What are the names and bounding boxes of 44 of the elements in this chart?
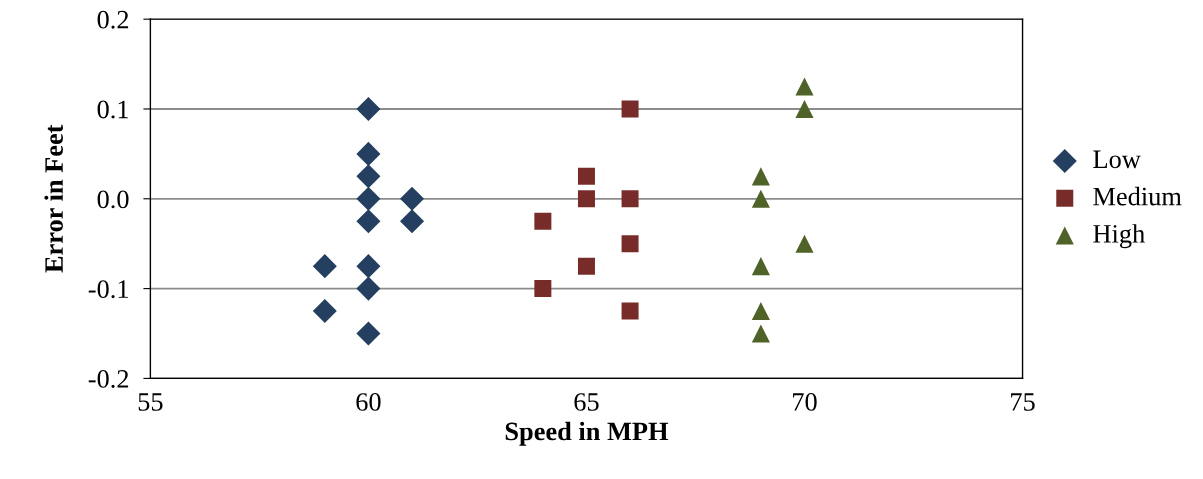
point — [577, 167, 595, 185]
point — [621, 100, 639, 118]
point — [312, 254, 337, 279]
y-tick-label: 0.1 — [97, 100, 128, 119]
x-tick-label: 55 — [138, 393, 163, 411]
point — [312, 299, 337, 324]
point — [751, 302, 770, 321]
point — [751, 257, 770, 276]
point — [356, 96, 381, 121]
point — [795, 77, 814, 96]
point — [577, 190, 595, 208]
point — [795, 234, 814, 253]
point — [577, 257, 595, 275]
point — [795, 99, 814, 119]
point — [356, 276, 381, 301]
point — [534, 212, 552, 230]
point — [356, 164, 381, 189]
legend-label: Medium — [1093, 186, 1182, 206]
point — [356, 209, 381, 234]
point — [751, 167, 770, 186]
point — [751, 189, 770, 208]
y-tick-label: -0.1 — [88, 280, 128, 299]
point — [400, 186, 425, 211]
x-tick-label: 70 — [793, 393, 817, 411]
legend-label: High — [1093, 224, 1145, 249]
point — [534, 280, 552, 298]
legend-label: Low — [1093, 150, 1141, 169]
y-tick-label: -0.2 — [88, 370, 129, 388]
point — [621, 190, 639, 208]
y-tick-label: 0.2 — [97, 10, 129, 29]
x-tick-label: 75 — [1011, 393, 1035, 411]
y-tick-label: 0.0 — [97, 190, 129, 209]
point — [356, 321, 381, 346]
point — [400, 209, 425, 234]
point — [751, 324, 770, 343]
point — [356, 141, 381, 166]
x-axis-title: Speed in MPH — [505, 421, 669, 446]
point — [356, 254, 381, 279]
point — [621, 302, 639, 320]
x-tick-label: 60 — [356, 393, 381, 411]
x-tick-label: 65 — [574, 393, 599, 411]
point — [621, 235, 639, 253]
point — [356, 186, 381, 211]
y-axis-title: Error in Feet — [44, 124, 63, 273]
